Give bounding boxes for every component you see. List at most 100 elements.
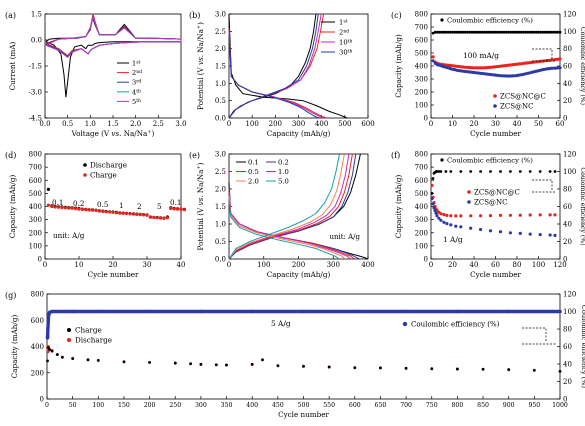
series-point-charge bbox=[172, 207, 176, 211]
unit-note: unit: A/g bbox=[53, 231, 85, 240]
legend-label: Discharge bbox=[90, 161, 127, 170]
series-point-charge bbox=[182, 208, 186, 212]
y-tick-label: 700 bbox=[415, 164, 428, 172]
x-tick-label: 400 bbox=[315, 120, 328, 128]
ce-point bbox=[496, 30, 499, 34]
x-tick-label: 900 bbox=[503, 402, 515, 409]
series-point-charge bbox=[63, 206, 67, 210]
ce-point bbox=[502, 30, 506, 34]
series-point-zcs-nc-c bbox=[553, 213, 557, 217]
y-tick-label: 400 bbox=[31, 343, 44, 351]
series-point-charge bbox=[71, 357, 75, 360]
series-point-charge bbox=[57, 205, 61, 209]
series-point-charge bbox=[84, 208, 88, 212]
ce-point bbox=[250, 309, 254, 314]
legend-marker-ce bbox=[440, 158, 444, 162]
series-point-zcs-nc bbox=[449, 223, 453, 227]
ce-point bbox=[558, 309, 562, 314]
x-tick-label: 350 bbox=[221, 402, 233, 409]
legend-marker bbox=[467, 190, 471, 194]
series-point-charge bbox=[77, 207, 81, 211]
y2-tick-label: 40 bbox=[563, 361, 572, 369]
ce-point bbox=[431, 177, 435, 180]
y2-tick-label: 60 bbox=[563, 203, 572, 211]
y-tick-label: 400 bbox=[415, 63, 428, 71]
legend-label: 2nd bbox=[132, 69, 142, 78]
y-tick-label: 0.5 bbox=[215, 97, 226, 105]
series-point-charge bbox=[250, 363, 254, 366]
series-point-zcs-nc-c bbox=[488, 214, 493, 218]
ce-point bbox=[451, 30, 454, 34]
ce-point bbox=[147, 309, 152, 314]
ce-point bbox=[464, 30, 467, 34]
y2-tick-label: 0 bbox=[563, 396, 567, 404]
series-point-charge bbox=[50, 204, 54, 209]
ce-point bbox=[519, 30, 523, 34]
series-point-charge bbox=[162, 216, 166, 220]
x-tick-label: 0 bbox=[43, 261, 47, 269]
y-axis-label: Potential (V vs. Na/Na+) bbox=[196, 22, 205, 110]
series-point-zcs-nc-c bbox=[538, 213, 542, 217]
x-tick-label: 10 bbox=[75, 261, 84, 269]
series-point-zcs-nc-c bbox=[459, 214, 463, 218]
legend-label: 2.0 bbox=[248, 178, 259, 186]
ce-point bbox=[449, 170, 453, 173]
ce-point bbox=[430, 192, 434, 195]
ce-point bbox=[469, 170, 473, 173]
ce-point bbox=[433, 30, 437, 34]
series-point-charge bbox=[128, 212, 132, 216]
ce-point bbox=[548, 170, 552, 173]
y-tick-label: 600 bbox=[31, 317, 44, 325]
ce-point bbox=[489, 30, 493, 34]
series-point-charge bbox=[152, 215, 156, 220]
y-axis-label: Capacity (mAh/g) bbox=[394, 175, 403, 239]
x-tick-label: 20 bbox=[448, 261, 457, 269]
y2-tick-label: 120 bbox=[563, 11, 576, 19]
series-point-zcs-nc bbox=[434, 211, 438, 215]
legend-label: 1st bbox=[132, 59, 141, 68]
series-line-7 bbox=[228, 153, 350, 260]
panel-e: (e) 0 100 200 300 400 0.0 0.5 1.0 1.5 2.0 2.5 3.0 Cap… bbox=[189, 151, 375, 280]
series-line-2 bbox=[228, 185, 360, 260]
series-point-zcs-nc bbox=[538, 233, 542, 237]
x-tick-label: 80 bbox=[513, 261, 522, 269]
series-point-charge bbox=[145, 213, 149, 217]
x-tick-label: 400 bbox=[246, 402, 258, 409]
series-point-charge bbox=[404, 367, 408, 370]
series-point-zcs-nc bbox=[506, 74, 510, 78]
y-tick-label: 3.0 bbox=[215, 11, 226, 19]
legend-marker bbox=[493, 104, 497, 108]
legend-marker bbox=[83, 173, 87, 177]
y2-axis-label: Coulombic efficiency (%) bbox=[579, 167, 585, 245]
ce-point bbox=[487, 30, 491, 34]
series-point-zcs-nc bbox=[518, 231, 522, 235]
y2-tick-label: 80 bbox=[563, 186, 572, 194]
x-axis-label: Capacity (mAh/g) bbox=[267, 129, 331, 138]
ce-point bbox=[472, 30, 476, 34]
legend-label: 2nd bbox=[339, 28, 349, 37]
legend-label: 5th bbox=[132, 97, 141, 106]
series-point-charge bbox=[97, 209, 101, 213]
ce-point bbox=[404, 309, 408, 314]
x-axis-label: Cycle number bbox=[88, 270, 139, 279]
y-tick-label: 1.5 bbox=[215, 203, 226, 211]
series-point-zcs-nc bbox=[442, 220, 446, 224]
series-point-charge bbox=[353, 366, 357, 370]
legend-label: 1.0 bbox=[278, 168, 289, 176]
ce-point bbox=[499, 170, 502, 173]
y2-tick-label: 40 bbox=[563, 80, 572, 88]
ce-point bbox=[539, 30, 542, 34]
ce-point bbox=[528, 30, 532, 34]
series-point-charge bbox=[74, 207, 78, 211]
y-tick-label: -3.0 bbox=[29, 89, 43, 97]
x-tick-label: 600 bbox=[349, 402, 361, 409]
y-tick-label: -4.5 bbox=[29, 115, 43, 123]
y-tick-label: 3.0 bbox=[215, 151, 226, 159]
series-point-zcs-nc bbox=[508, 231, 512, 235]
ce-point bbox=[526, 30, 530, 34]
legend-marker bbox=[493, 94, 497, 98]
series-point-zcs-nc-c bbox=[528, 213, 532, 217]
x-tick-label: 750 bbox=[426, 402, 438, 409]
legend-label: 30th bbox=[339, 48, 353, 57]
series-point-zcs-nc-c bbox=[474, 66, 478, 70]
